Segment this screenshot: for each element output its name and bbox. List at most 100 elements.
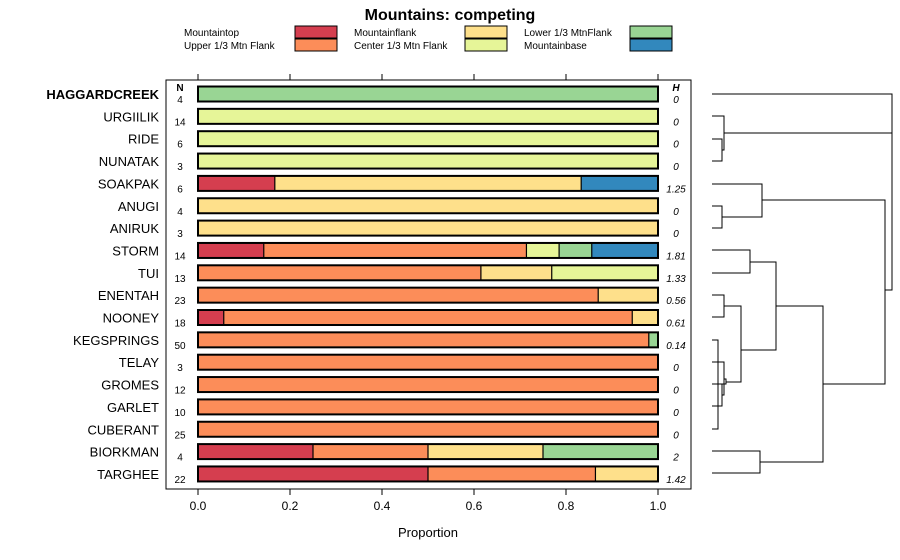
bar-outline bbox=[197, 174, 659, 192]
h-value: 1.42 bbox=[666, 475, 686, 486]
row-label: ANUGI bbox=[118, 199, 159, 214]
bar-outline bbox=[197, 130, 659, 148]
legend-swatch-lower-1-3-mtnflank bbox=[629, 25, 673, 39]
row-label: STORM bbox=[112, 243, 159, 258]
n-value: 6 bbox=[177, 184, 183, 195]
h-value: 0 bbox=[673, 140, 679, 151]
h-value: 0 bbox=[673, 229, 679, 240]
row-storm: STORM 14 1.81 bbox=[112, 241, 686, 262]
legend-swatch-mountainflank bbox=[464, 25, 508, 39]
bar-outline bbox=[197, 264, 659, 282]
legend-label-mountainflank: Mountainflank bbox=[354, 28, 417, 39]
n-value: 25 bbox=[174, 430, 186, 441]
n-value: 6 bbox=[177, 140, 183, 151]
legend-label-lower-1-3-mtnflank: Lower 1/3 MtnFlank bbox=[524, 28, 613, 39]
bar-outline bbox=[197, 353, 659, 371]
dendrogram-branch bbox=[724, 305, 742, 383]
h-value: 0.61 bbox=[666, 319, 685, 330]
bar-outline bbox=[197, 85, 659, 103]
h-value: 0.14 bbox=[666, 341, 686, 352]
dendrogram-branch bbox=[718, 378, 727, 385]
bar-segment-center-1-3-mtn-flank bbox=[198, 131, 658, 147]
bar-outline bbox=[197, 219, 659, 237]
legend-swatch-mountaintop bbox=[294, 25, 338, 39]
row-tui: TUI 13 1.33 bbox=[138, 264, 686, 285]
bar-outline bbox=[197, 443, 659, 461]
bar-rows: HAGGARDCREEK 4 0 URGIILIK 14 0 RIDE 6 0 NUNATAK 3 0… bbox=[46, 85, 686, 486]
x-axis-label: Proportion bbox=[398, 525, 458, 540]
legend-swatch-upper-1-3-mtn-flank bbox=[294, 38, 338, 52]
bar-segment-center-1-3-mtn-flank bbox=[198, 153, 658, 169]
x-tick-label: 0.0 bbox=[190, 499, 207, 513]
row-enentah: ENENTAH 23 0.56 bbox=[98, 286, 686, 307]
bar-segment-mountainflank bbox=[198, 198, 658, 214]
n-column-header: N bbox=[176, 83, 183, 94]
bar-segment-mountainflank bbox=[480, 265, 552, 281]
plot-frame bbox=[165, 79, 692, 490]
bar-segment-lower-1-3-mtnflank bbox=[559, 242, 592, 258]
legend-label-mountainbase: Mountainbase bbox=[524, 41, 587, 52]
dendrogram-branch bbox=[712, 205, 723, 229]
bar-segment-lower-1-3-mtnflank bbox=[198, 86, 658, 102]
x-tick-label: 0.8 bbox=[558, 499, 575, 513]
h-value: 2 bbox=[672, 453, 679, 464]
bar-outline bbox=[197, 398, 659, 416]
row-label: BIORKMAN bbox=[90, 445, 159, 460]
bar-segment-mountaintop bbox=[198, 444, 313, 460]
row-label: NUNATAK bbox=[99, 154, 160, 169]
legend-swatch-mountainbase bbox=[629, 38, 673, 52]
bar-segment-upper-1-3-mtn-flank bbox=[428, 466, 596, 482]
dendrogram-branch bbox=[712, 294, 725, 318]
bar-segment-center-1-3-mtn-flank bbox=[526, 242, 560, 258]
legend-swatch-center-1-3-mtn-flank bbox=[464, 38, 508, 52]
cluster-dendrogram bbox=[712, 93, 893, 474]
row-soakpak: SOAKPAK 6 1.25 bbox=[98, 174, 686, 195]
dendrogram-branch bbox=[712, 138, 723, 162]
n-value: 23 bbox=[174, 296, 186, 307]
bar-segment-mountainflank bbox=[428, 444, 543, 460]
bar-outline bbox=[197, 197, 659, 215]
n-value: 18 bbox=[174, 319, 186, 330]
bar-segment-upper-1-3-mtn-flank bbox=[198, 421, 658, 437]
row-label: RIDE bbox=[128, 132, 159, 147]
dendrogram-branch bbox=[885, 133, 893, 291]
x-tick-label: 1.0 bbox=[650, 499, 667, 513]
row-nunatak: NUNATAK 3 0 bbox=[99, 152, 679, 173]
bar-segment-mountainbase bbox=[581, 175, 658, 191]
h-value: 0 bbox=[673, 386, 679, 397]
row-label: ANIRUK bbox=[110, 221, 159, 236]
h-value: 0 bbox=[673, 408, 679, 419]
n-value: 22 bbox=[174, 475, 186, 486]
h-value: 1.33 bbox=[666, 274, 686, 285]
row-kegsprings: KEGSPRINGS 50 0.14 bbox=[73, 331, 686, 352]
n-value: 50 bbox=[174, 341, 186, 352]
dendrogram-branch bbox=[712, 249, 751, 274]
bar-outline bbox=[197, 309, 659, 326]
h-value: 0 bbox=[673, 117, 679, 128]
row-telay: TELAY 3 0 bbox=[119, 353, 679, 374]
x-tick-label: 0.2 bbox=[282, 499, 299, 513]
x-axis: 0.0 0.2 0.4 0.6 0.8 1.0 bbox=[190, 74, 667, 513]
h-value: 1.81 bbox=[666, 251, 685, 262]
n-value: 4 bbox=[177, 207, 183, 218]
dendrogram-branch bbox=[712, 450, 761, 474]
n-value: 13 bbox=[174, 274, 186, 285]
n-value: 12 bbox=[174, 386, 186, 397]
n-value: 3 bbox=[177, 229, 183, 240]
h-value: 0 bbox=[673, 207, 679, 218]
chart-title: Mountains: competing bbox=[365, 7, 536, 24]
row-ride: RIDE 6 0 bbox=[128, 130, 679, 151]
row-cuberant: CUBERANT 25 0 bbox=[87, 420, 679, 441]
bar-outline bbox=[197, 331, 659, 349]
bar-segment-upper-1-3-mtn-flank bbox=[198, 332, 649, 348]
row-label: URGIILIK bbox=[103, 109, 159, 124]
bar-segment-center-1-3-mtn-flank bbox=[551, 265, 658, 281]
bar-segment-mountaintop bbox=[198, 175, 275, 191]
h-value: 0.56 bbox=[666, 296, 686, 307]
row-nooney: NOONEY 18 0.61 bbox=[103, 309, 686, 330]
bar-segment-mountaintop bbox=[198, 466, 428, 482]
row-haggardcreek: HAGGARDCREEK 4 0 bbox=[46, 85, 679, 106]
h-column-header: H bbox=[672, 83, 680, 94]
n-value: 3 bbox=[177, 162, 183, 173]
